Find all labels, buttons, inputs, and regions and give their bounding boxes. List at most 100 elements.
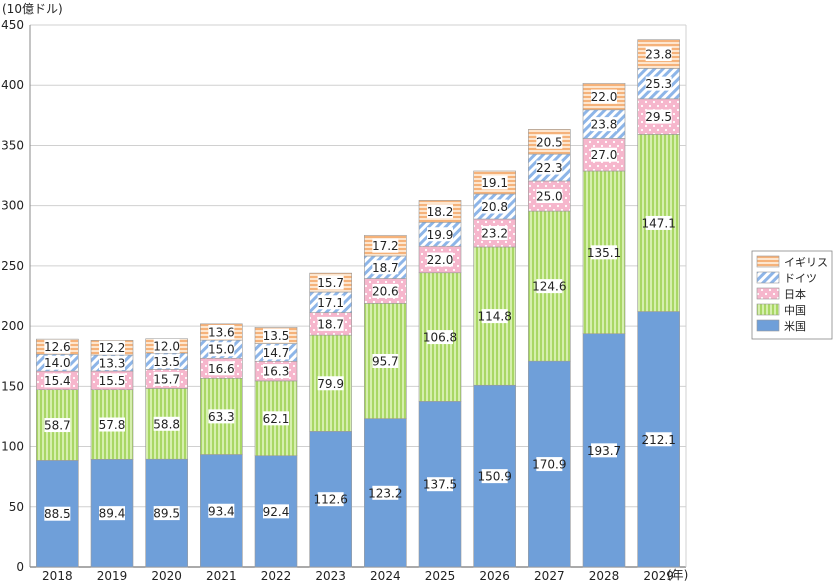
value-label: 92.4 <box>263 505 290 519</box>
value-label-bg <box>317 275 344 290</box>
legend-swatch <box>756 287 780 300</box>
x-tick-label: 2018 <box>42 569 73 583</box>
value-label: 12.2 <box>99 341 126 355</box>
x-tick-label: 2026 <box>479 569 510 583</box>
value-label-bg <box>427 204 453 219</box>
value-label-bg <box>645 109 672 124</box>
legend-swatch <box>756 255 780 268</box>
value-label-bg <box>536 160 563 175</box>
value-label: 147.1 <box>641 216 675 230</box>
bar-segment <box>637 39 680 69</box>
value-label-bg <box>208 409 235 424</box>
value-label: 17.1 <box>317 296 344 310</box>
value-label-bg <box>99 417 125 432</box>
value-label: 18.7 <box>317 317 344 331</box>
bar-stack-2029: 212.1 147.1 29.5 25.3 23.8 <box>637 39 680 568</box>
legend-swatch <box>756 319 780 332</box>
value-label-bg <box>99 506 125 521</box>
value-label-bg <box>591 245 617 260</box>
value-label-bg <box>427 477 453 492</box>
value-label: 20.6 <box>372 284 399 298</box>
value-label: 63.3 <box>208 410 235 424</box>
legend-label: 中国 <box>784 304 806 317</box>
bars: 88.5 58.7 15.4 14.0 12.6 89.4 57.8 15.5 13.3 12.2… <box>36 39 680 568</box>
value-label: 124.6 <box>532 280 566 294</box>
value-label: 89.4 <box>99 507 126 521</box>
bar-stack-2026: 150.9 114.8 23.2 20.8 19.1 <box>473 170 516 568</box>
value-label-bg <box>44 373 71 388</box>
value-label: 13.5 <box>263 329 290 343</box>
value-label-bg <box>99 356 125 371</box>
value-label: 15.7 <box>317 276 344 290</box>
value-label: 14.7 <box>263 346 290 360</box>
value-label-bg <box>263 328 289 343</box>
value-label: 19.9 <box>427 228 454 242</box>
value-label: 79.9 <box>317 377 344 391</box>
value-label-bg <box>481 175 508 190</box>
legend-item: 中国 <box>756 303 806 317</box>
value-label: 193.7 <box>587 444 621 458</box>
y-tick-label: 350 <box>1 138 24 152</box>
x-tick-label: 2021 <box>206 569 237 583</box>
x-tick-label: 2028 <box>589 569 620 583</box>
value-label: 19.1 <box>481 176 508 190</box>
bar-stack-2020: 89.5 58.8 15.7 13.5 12.0 <box>145 338 188 568</box>
x-tick-label: 2024 <box>370 569 401 583</box>
value-label-bg <box>427 227 453 242</box>
value-label: 13.6 <box>208 326 235 340</box>
value-label: 89.5 <box>153 507 180 521</box>
y-tick-label: 50 <box>9 500 24 514</box>
value-label: 20.8 <box>481 200 508 214</box>
value-label-bg <box>208 361 235 376</box>
value-label-bg <box>591 117 617 132</box>
bar-stack-2023: 112.6 79.9 18.7 17.1 15.7 <box>309 272 352 568</box>
value-label: 135.1 <box>587 246 621 260</box>
value-label-bg <box>153 506 180 521</box>
value-label: 22.0 <box>427 253 454 267</box>
y-tick-label: 100 <box>1 440 24 454</box>
value-label: 123.2 <box>368 486 402 500</box>
legend-label: ドイツ <box>784 272 817 285</box>
value-label-bg <box>481 469 508 484</box>
value-label: 150.9 <box>477 470 511 484</box>
value-label-bg <box>208 503 235 518</box>
value-label-bg <box>208 342 235 357</box>
value-label-bg <box>427 330 453 345</box>
value-label: 15.0 <box>208 343 235 357</box>
x-tick-label: 2022 <box>261 569 292 583</box>
value-label: 62.1 <box>263 412 290 426</box>
value-label-bg <box>645 76 672 91</box>
value-label-bg <box>372 283 399 298</box>
bar-stack-2021: 93.4 63.3 16.6 15.0 13.6 <box>200 323 243 568</box>
value-label-bg <box>427 252 453 267</box>
value-label-bg <box>153 354 180 369</box>
value-label-bg <box>645 432 672 447</box>
value-label: 22.0 <box>591 90 618 104</box>
value-label: 15.5 <box>99 374 126 388</box>
value-label: 12.0 <box>153 339 180 353</box>
value-label-bg <box>317 492 344 507</box>
bar-stack-2028: 193.7 135.1 27.0 23.8 22.0 <box>582 82 626 568</box>
value-label-bg <box>317 376 344 391</box>
legend-item: 日本 <box>756 287 806 301</box>
value-label-bg <box>153 416 180 431</box>
value-label: 58.8 <box>153 417 180 431</box>
value-label: 88.5 <box>44 507 71 521</box>
value-label-bg <box>372 353 399 368</box>
value-label-bg <box>536 279 563 294</box>
value-label-bg <box>536 457 563 472</box>
value-label: 12.6 <box>44 340 71 354</box>
value-label: 23.8 <box>645 48 672 62</box>
value-label-bg <box>481 309 508 324</box>
value-label-bg <box>645 47 672 62</box>
value-label: 15.4 <box>44 374 71 388</box>
value-label-bg <box>44 355 71 370</box>
bar-stack-2018: 88.5 58.7 15.4 14.0 12.6 <box>36 338 79 568</box>
x-axis-unit: (年) <box>667 568 688 582</box>
bar-stack-2027: 170.9 124.6 25.0 22.3 20.5 <box>528 129 571 568</box>
value-label: 15.7 <box>153 372 180 386</box>
legend-label: 日本 <box>784 287 806 301</box>
x-axis-ticks: 2018 2019 2020 2021 2022 2023 2024 2025 2026 2027… <box>42 569 674 583</box>
